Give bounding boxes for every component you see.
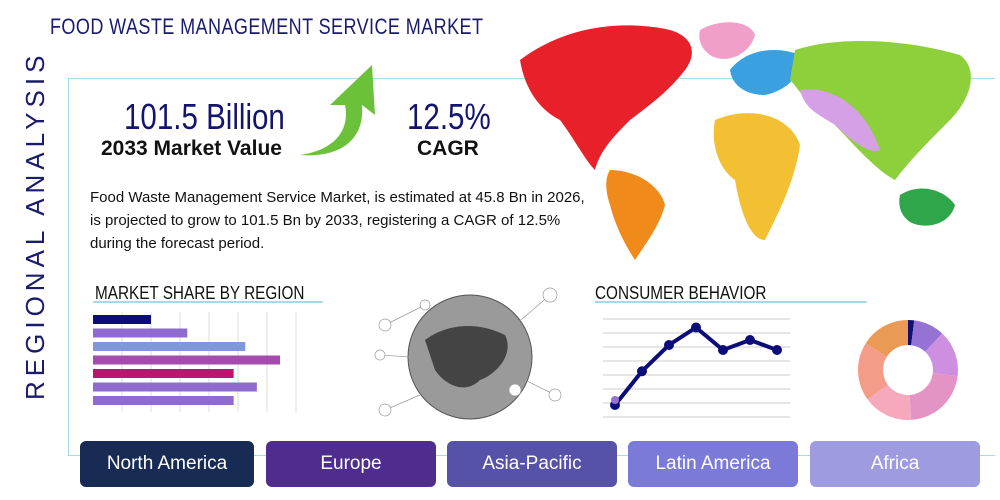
map-middle-east <box>800 89 880 151</box>
market-value-label: 2033 Market Value <box>101 137 282 160</box>
cagr-label: CAGR <box>417 137 479 160</box>
consumer-line-chart <box>603 318 790 418</box>
region-button-asia-pacific[interactable]: Asia-Pacific <box>447 441 617 487</box>
market-description: Food Waste Management Service Market, is… <box>90 189 585 252</box>
bar <box>93 355 281 365</box>
map-europe <box>730 50 801 95</box>
map-asia <box>790 40 971 181</box>
network-globe-icon <box>374 287 562 420</box>
bar <box>93 328 188 338</box>
map-africa <box>713 113 800 240</box>
map-greenland <box>699 22 755 59</box>
market-value: 101.5 Billion <box>124 96 285 137</box>
divider <box>93 301 323 303</box>
consumer-behavior-heading: CONSUMER BEHAVIOR <box>595 283 767 303</box>
donut-slice <box>911 320 943 352</box>
bar <box>93 315 151 324</box>
map-north-america <box>520 25 692 170</box>
donut-slice <box>925 333 958 377</box>
consumer-donut-chart <box>858 320 958 420</box>
bar <box>93 382 257 392</box>
bar <box>93 369 234 378</box>
world-map <box>520 22 971 260</box>
map-south-america <box>606 170 665 260</box>
line-point <box>691 322 701 333</box>
market-share-heading: MARKET SHARE BY REGION <box>95 283 305 303</box>
line-point <box>772 345 782 355</box>
market-share-bar-chart <box>93 312 297 412</box>
line-point <box>718 345 728 355</box>
side-label: REGIONAL ANALYSIS <box>20 50 50 400</box>
region-button-africa[interactable]: Africa <box>810 441 980 487</box>
growth-arrow-icon <box>300 65 375 156</box>
donut-slice <box>867 384 912 420</box>
divider <box>595 301 867 303</box>
region-button-north-america[interactable]: North America <box>80 441 254 487</box>
map-australia <box>899 188 955 226</box>
line-point <box>611 396 619 404</box>
donut-slice <box>858 343 888 400</box>
region-button-latin-america[interactable]: Latin America <box>628 441 798 487</box>
page-title: FOOD WASTE MANAGEMENT SERVICE MARKET <box>50 14 484 39</box>
cagr-value: 12.5% <box>407 96 491 137</box>
donut-slice <box>908 320 915 346</box>
line-point <box>745 335 755 345</box>
line-point <box>664 340 674 350</box>
bar <box>93 342 246 351</box>
region-button-europe[interactable]: Europe <box>266 441 436 487</box>
donut-slice <box>909 373 958 420</box>
bar <box>93 396 234 405</box>
donut-slice <box>865 320 908 357</box>
line-point <box>637 366 647 377</box>
